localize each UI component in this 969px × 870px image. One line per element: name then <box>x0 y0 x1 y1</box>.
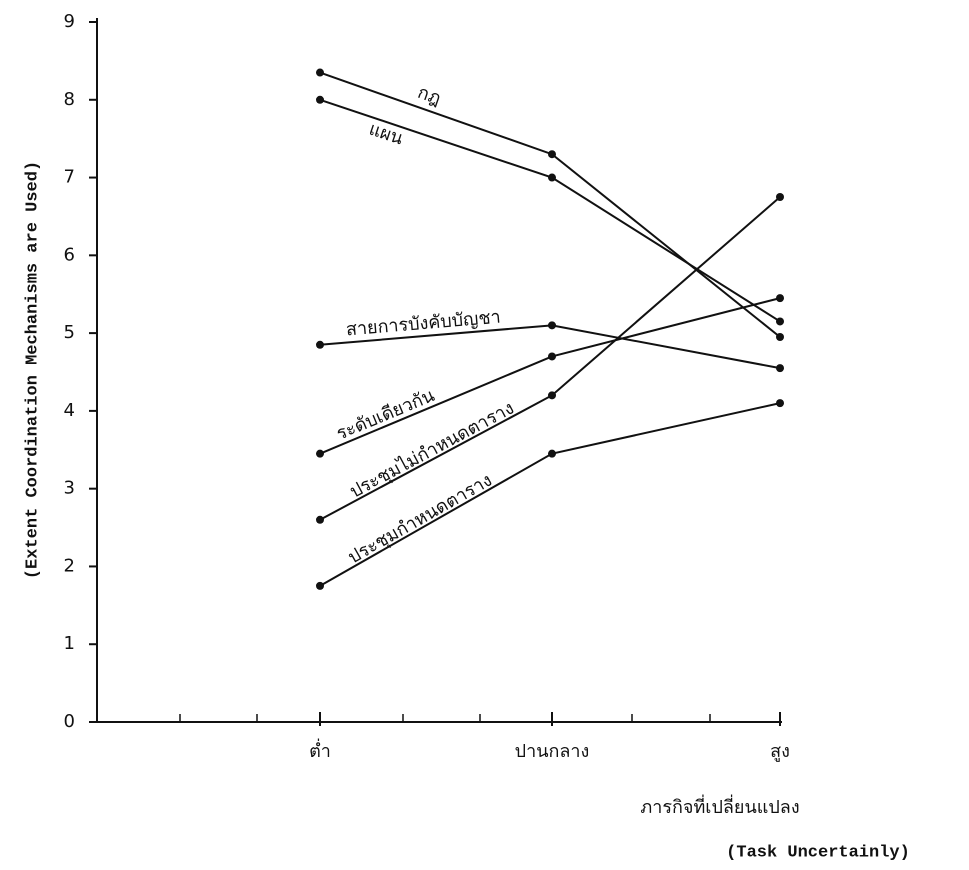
x-tick-label: ต่ำ <box>309 738 331 762</box>
x-tick-label: สูง <box>770 741 790 762</box>
x-tick-label: ปานกลาง <box>515 741 590 762</box>
y-tick-label: 3 <box>64 478 75 499</box>
series-line <box>320 73 780 337</box>
data-point <box>316 96 324 104</box>
series-label: ระดับเดียวกัน <box>333 385 437 445</box>
series-line <box>320 403 780 586</box>
data-point <box>776 399 784 407</box>
chart: (Extent Coordination Mechanisms are Used… <box>0 0 969 870</box>
y-tick-label: 4 <box>64 400 75 421</box>
data-point <box>776 193 784 201</box>
y-tick-label: 5 <box>64 322 75 343</box>
x-axis-label: ภารกิจที่เปลี่ยนแปลง <box>640 794 799 818</box>
data-point <box>316 516 324 524</box>
x-axis-label-en: (Task Uncertainly) <box>726 843 910 862</box>
data-point <box>548 321 556 329</box>
data-point <box>776 317 784 325</box>
data-point <box>776 333 784 341</box>
data-point <box>776 364 784 372</box>
data-point <box>548 450 556 458</box>
y-axis-label: (Extent Coordination Mechanisms are Used… <box>23 161 42 579</box>
data-point <box>776 294 784 302</box>
y-tick-label: 8 <box>64 89 75 110</box>
data-point <box>548 150 556 158</box>
y-tick-label: 6 <box>64 244 75 265</box>
data-point <box>548 391 556 399</box>
y-tick-label: 1 <box>64 633 75 654</box>
data-point <box>548 174 556 182</box>
series-label: กฎ <box>415 82 444 109</box>
data-point <box>316 582 324 590</box>
y-tick-label: 2 <box>64 555 75 576</box>
data-point <box>316 69 324 77</box>
y-tick-label: 7 <box>64 167 75 188</box>
series-label: แผน <box>366 119 405 150</box>
y-tick-label: 0 <box>64 711 75 732</box>
data-point <box>316 341 324 349</box>
data-point <box>548 352 556 360</box>
data-point <box>316 450 324 458</box>
y-tick-label: 9 <box>64 11 75 32</box>
